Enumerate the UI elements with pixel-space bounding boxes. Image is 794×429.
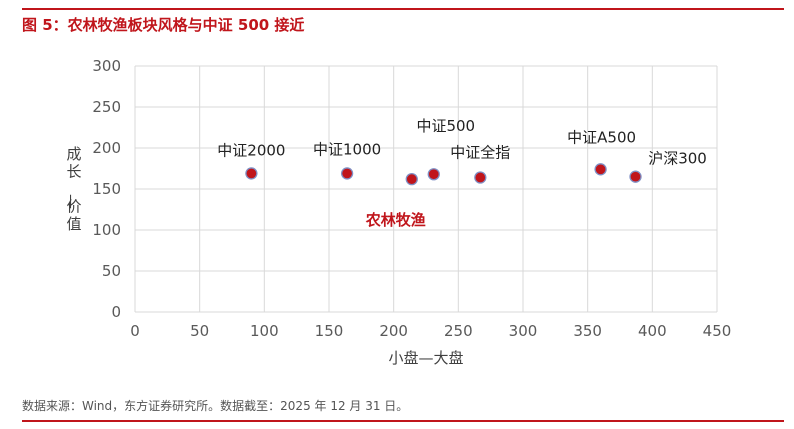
y-tick-label: 100 xyxy=(92,221,121,239)
y-tick-label: 300 xyxy=(92,57,121,75)
figure-title: 图 5：农林牧渔板块风格与中证 500 接近 xyxy=(22,16,305,34)
scatter-point xyxy=(405,173,418,186)
y-tick-label: 150 xyxy=(92,180,121,198)
point-labels: 中证2000 中证1000 农林牧渔 中证500 中证全指 中证A500 沪深300 xyxy=(217,117,707,229)
point-label: 中证1000 xyxy=(313,140,381,158)
bottom-rule xyxy=(22,420,784,422)
y-axis-title: 成长—价值 xyxy=(63,145,82,233)
source-note: 数据来源：Wind，东方证券研究所。数据截至：2025 年 12 月 31 日。 xyxy=(22,399,409,413)
y-tick-label: 50 xyxy=(102,262,121,280)
point-label: 中证A500 xyxy=(567,128,636,146)
x-tick-label: 150 xyxy=(315,322,344,340)
x-tick-label: 250 xyxy=(444,322,473,340)
scatter-point xyxy=(594,163,607,176)
scatter-point xyxy=(629,170,642,183)
x-tick-label: 100 xyxy=(250,322,279,340)
scatter-point xyxy=(427,168,440,181)
scatter-point xyxy=(245,167,258,180)
x-tick-label: 350 xyxy=(573,322,602,340)
data-points xyxy=(245,163,642,186)
x-tick-label: 450 xyxy=(703,322,732,340)
x-tick-label: 0 xyxy=(130,322,140,340)
point-label: 中证500 xyxy=(416,117,475,135)
point-label: 中证全指 xyxy=(450,144,510,162)
x-tick-label: 50 xyxy=(190,322,209,340)
y-tick-label: 200 xyxy=(92,139,121,157)
tick-labels: 0 50 100 150 200 250 300 350 400 450 0 50 100 150 200 2… xyxy=(92,57,731,340)
point-label: 沪深300 xyxy=(648,150,707,168)
scatter-point xyxy=(340,167,354,180)
point-label: 农林牧渔 xyxy=(365,211,426,229)
grid xyxy=(134,65,718,313)
point-label: 中证2000 xyxy=(217,141,285,159)
x-tick-label: 300 xyxy=(509,322,538,340)
x-tick-label: 200 xyxy=(379,322,408,340)
x-tick-label: 400 xyxy=(638,322,667,340)
scatter-point xyxy=(474,171,487,184)
y-tick-label: 0 xyxy=(111,303,121,321)
x-axis-title: 小盘—大盘 xyxy=(388,349,463,367)
y-tick-label: 250 xyxy=(92,98,121,116)
top-rule xyxy=(22,8,784,10)
